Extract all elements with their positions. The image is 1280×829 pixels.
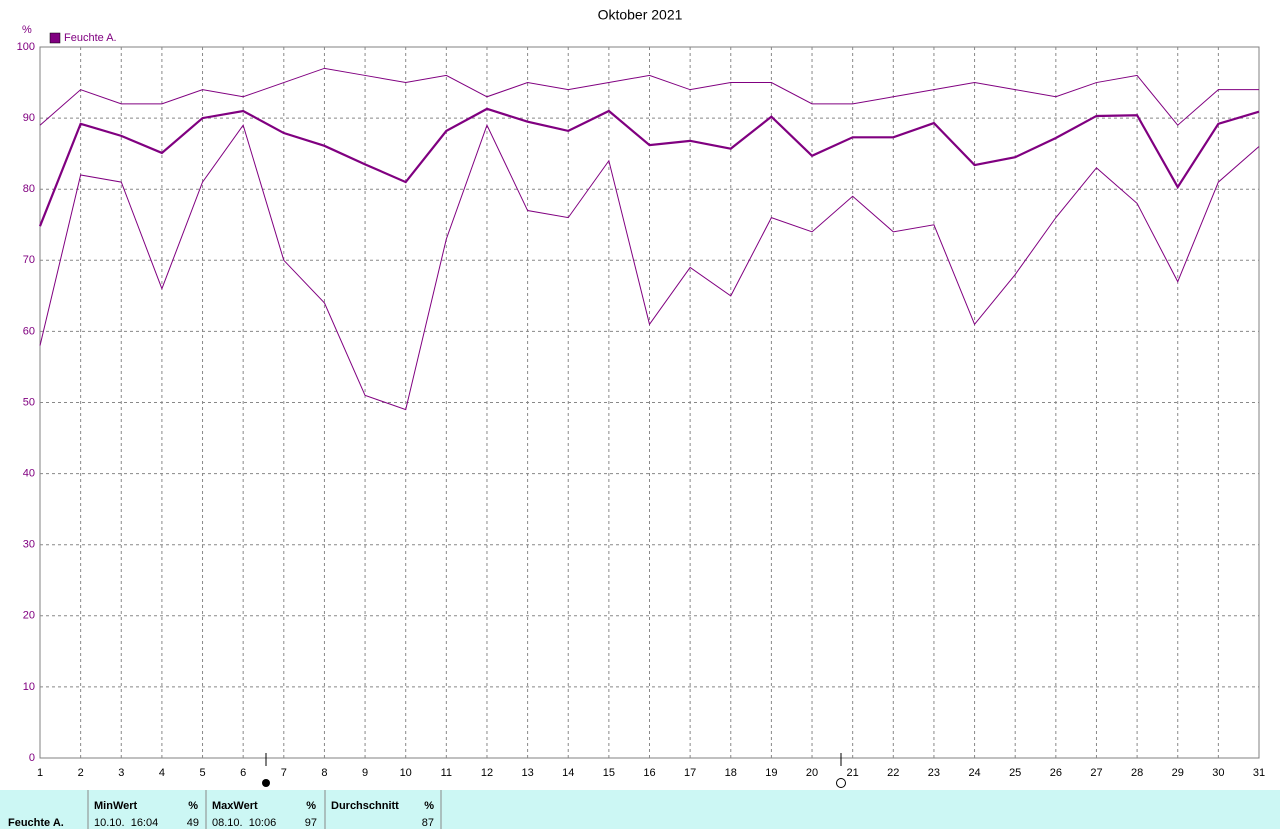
new-moon-icon xyxy=(262,779,270,787)
y-tick-label: 30 xyxy=(23,539,35,551)
x-tick-label: 17 xyxy=(684,767,696,779)
y-tick-label: 50 xyxy=(23,396,35,408)
y-tick-label: 100 xyxy=(17,41,35,53)
column-header: MaxWert xyxy=(212,800,258,812)
y-tick-label: 90 xyxy=(23,112,35,124)
y-tick-label: 10 xyxy=(23,681,35,693)
x-tick-label: 27 xyxy=(1090,767,1102,779)
series-line xyxy=(39,67,1259,126)
chart-title: Oktober 2021 xyxy=(598,7,683,23)
cell-value: 49 xyxy=(187,817,199,829)
row-label: Feuchte A. xyxy=(8,817,64,829)
legend-swatch xyxy=(49,32,61,44)
full-moon-icon xyxy=(836,778,846,788)
column-unit: % xyxy=(188,800,198,812)
x-tick-label: 24 xyxy=(968,767,980,779)
x-tick-label: 25 xyxy=(1009,767,1021,779)
x-tick-label: 2 xyxy=(78,767,84,779)
x-tick-label: 26 xyxy=(1050,767,1062,779)
x-tick-label: 4 xyxy=(159,767,165,779)
legend-label: Feuchte A. xyxy=(64,32,117,44)
y-tick-label: 0 xyxy=(29,752,35,764)
column-header: Durchschnitt xyxy=(331,800,399,812)
x-tick-label: 11 xyxy=(441,767,452,779)
summary-background xyxy=(0,790,1280,829)
x-tick-label: 29 xyxy=(1172,767,1184,779)
x-tick-label: 21 xyxy=(847,767,859,779)
x-tick-label: 1 xyxy=(37,767,43,779)
cell-value: 87 xyxy=(422,817,434,829)
y-tick-label: 40 xyxy=(23,468,35,480)
x-tick-label: 22 xyxy=(887,767,899,779)
cell-time: 08.10. 10:06 xyxy=(212,817,276,829)
x-tick-label: 8 xyxy=(321,767,327,779)
x-tick-label: 5 xyxy=(199,767,205,779)
series-line xyxy=(39,123,1260,411)
x-tick-label: 9 xyxy=(362,767,368,779)
x-tick-label: 30 xyxy=(1212,767,1224,779)
x-tick-label: 19 xyxy=(765,767,777,779)
column-unit: % xyxy=(424,800,434,812)
x-tick-label: 18 xyxy=(725,767,737,779)
cell-time: 10.10. 16:04 xyxy=(94,817,158,829)
x-tick-label: 13 xyxy=(521,767,533,779)
x-tick-label: 20 xyxy=(806,767,818,779)
x-tick-label: 12 xyxy=(481,767,493,779)
y-axis-label: % xyxy=(22,24,32,36)
y-tick-label: 80 xyxy=(23,183,35,195)
cell-value: 97 xyxy=(305,817,317,829)
x-tick-label: 16 xyxy=(643,767,655,779)
x-tick-label: 6 xyxy=(240,767,246,779)
x-tick-label: 14 xyxy=(562,767,574,779)
x-tick-label: 10 xyxy=(400,767,412,779)
x-tick-label: 31 xyxy=(1253,767,1265,779)
column-header: MinWert xyxy=(94,800,138,812)
series-line xyxy=(38,107,1260,227)
column-unit: % xyxy=(306,800,316,812)
x-tick-label: 23 xyxy=(928,767,940,779)
x-tick-label: 28 xyxy=(1131,767,1143,779)
y-tick-label: 20 xyxy=(23,610,35,622)
y-tick-label: 70 xyxy=(23,254,35,266)
x-tick-label: 7 xyxy=(281,767,287,779)
x-tick-label: 3 xyxy=(118,767,124,779)
y-tick-label: 60 xyxy=(23,325,35,337)
x-tick-label: 15 xyxy=(603,767,615,779)
